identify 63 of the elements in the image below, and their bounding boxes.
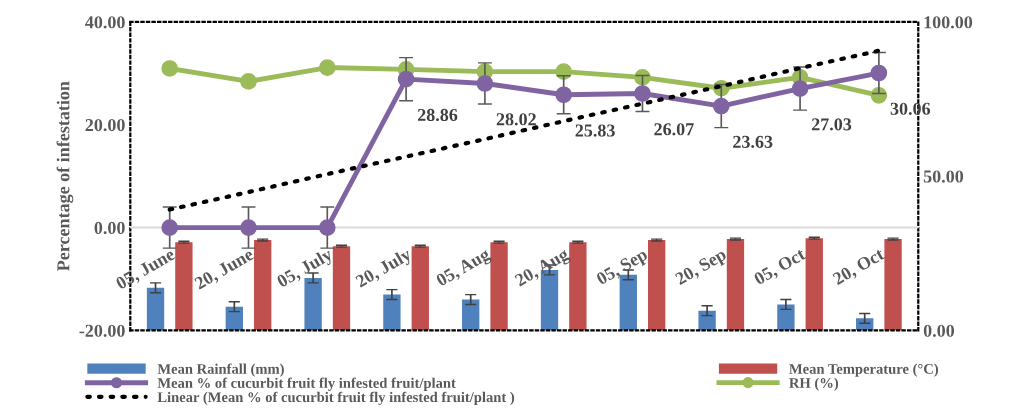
legend-label: RH (%): [789, 377, 839, 391]
bar: [648, 240, 666, 331]
bar: [254, 240, 272, 331]
x-tick-label: 05, July: [275, 247, 336, 291]
x-tick-label: 05, Oct: [753, 247, 808, 288]
x-tick-label: 05, June: [114, 247, 177, 293]
bar: [698, 310, 716, 331]
y2-tick-label: 50.00: [923, 170, 964, 183]
legend-label: Mean Rainfall (mm): [157, 363, 284, 377]
x-tick-label: 20, July: [354, 247, 415, 291]
bar: [332, 246, 351, 331]
point: [161, 60, 179, 77]
data-label: 30.06: [890, 102, 931, 115]
y2-tick-label: 100.00: [924, 16, 973, 29]
y-tick-label: -20.00: [79, 324, 125, 337]
y2-tick-label: 0.00: [923, 324, 955, 337]
data-label: 23.63: [733, 135, 773, 148]
x-tick-label: 05, Aug: [435, 247, 493, 290]
data-label: 25.83: [575, 124, 615, 137]
y-axis-title: Percentage of infestation: [56, 81, 74, 271]
x-tick-label: 20, Oct: [832, 247, 887, 288]
point: [240, 219, 257, 236]
x-tick-label: 20, Sep: [674, 247, 729, 289]
data-label: 27.03: [811, 118, 852, 131]
bar: [411, 246, 429, 331]
x-tick-label: 20, June: [193, 247, 256, 292]
data-label: 26.07: [654, 123, 694, 136]
legend-label: Mean Temperature (°C): [789, 363, 939, 377]
point: [318, 219, 336, 236]
bar: [490, 242, 508, 331]
data-label: 28.86: [417, 108, 458, 122]
point: [634, 85, 651, 102]
y-tick-label: 40.00: [85, 16, 125, 29]
line-series: [167, 48, 881, 212]
legend-label: Mean % of cucurbit fruit fly infested fruit/plant: [157, 377, 456, 391]
point: [870, 64, 888, 82]
bar: [304, 277, 322, 331]
point: [240, 73, 257, 90]
x-tick-label: 20, Aug: [514, 247, 572, 290]
point: [555, 63, 573, 80]
point: [476, 75, 494, 92]
point: [712, 97, 730, 115]
bar: [777, 304, 795, 331]
bar: [619, 274, 637, 331]
point: [791, 80, 809, 97]
y-tick-label: 0.00: [94, 221, 125, 235]
bar: [225, 306, 243, 331]
x-tick-label: 05, Sep: [595, 247, 651, 289]
y-tick-label: 20.00: [85, 118, 125, 132]
bar: [175, 242, 193, 331]
bar: [462, 299, 480, 331]
bar: [726, 239, 745, 331]
data-label: 28.02: [496, 113, 536, 126]
bar: [805, 238, 823, 331]
point: [318, 59, 336, 76]
legend-label: Linear (Mean % of cucurbit fruit fly infested fruit/plant ): [157, 391, 515, 406]
point: [161, 219, 179, 236]
bar: [569, 242, 587, 331]
point: [555, 86, 573, 104]
bar: [383, 294, 401, 331]
point: [397, 70, 415, 88]
bar: [884, 239, 902, 331]
bar: [146, 287, 165, 331]
